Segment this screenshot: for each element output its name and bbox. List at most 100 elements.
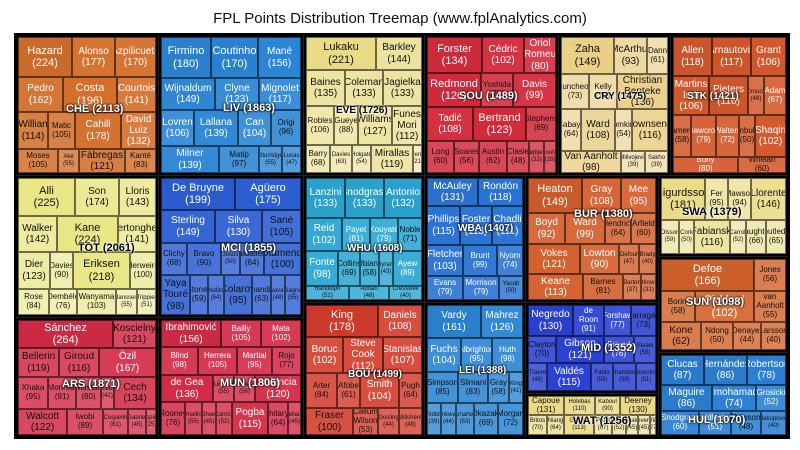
player-name: Lucas: [283, 152, 300, 159]
player-name: Gray: [489, 377, 508, 387]
player-points: (59): [191, 294, 207, 303]
player-points: (44): [443, 419, 454, 425]
player-cell: Foster (113): [460, 206, 492, 245]
player-cell: Iwobi (89): [67, 409, 103, 435]
player-points: (73): [636, 319, 651, 329]
player-name: Smith: [366, 379, 393, 391]
player-name: Imbula: [740, 126, 755, 136]
player-name: Mkhitaryan: [269, 408, 287, 418]
player-points: (132): [126, 136, 151, 148]
player-name: Shaqiri: [755, 124, 786, 136]
player-cell: Boruc (102): [306, 337, 343, 373]
player-points: (55): [287, 295, 299, 301]
player-cell: Byram(43): [379, 251, 393, 286]
player-points: (149): [542, 195, 568, 208]
player-points: (116): [717, 95, 740, 107]
player-points: (51): [640, 377, 652, 383]
player-points: (149): [176, 226, 200, 238]
player-name: Sakho: [647, 155, 665, 162]
player-points: (144): [387, 53, 411, 65]
player-name: Funes Mori: [393, 108, 421, 131]
player-points: (79): [437, 287, 453, 296]
player-name: Baines: [310, 76, 341, 88]
player-points: (74): [725, 398, 743, 409]
player-cell: Carroll (52): [730, 220, 746, 254]
player-cell: Walters(72): [716, 115, 739, 157]
player-name: Boufal: [545, 150, 555, 157]
team-block-mci: De Bruyne (199) Agüero (175) Sterling (149) Si…: [159, 176, 303, 317]
player-cell: Pickford (102): [695, 291, 754, 322]
player-points: (99): [472, 259, 488, 269]
player-cell: Pedro (162): [18, 77, 63, 112]
player-name: Chambers: [614, 370, 636, 377]
player-name: Phillips: [427, 214, 460, 226]
player-cell: Son (174): [75, 178, 119, 216]
player-cell: Lingard (55): [213, 375, 234, 402]
player-cell: Funes Mori (112): [392, 106, 422, 145]
player-cell: Obiang(58): [360, 251, 379, 286]
player-name: Larsson: [762, 326, 785, 336]
player-cell: Huddlestone(51): [699, 411, 731, 435]
player-name: Mahrez: [485, 310, 519, 322]
player-points: (79): [696, 135, 711, 144]
player-name: Cédric: [488, 43, 518, 55]
player-name: Ndidi: [427, 412, 441, 419]
player-cell: David Luiz (132): [121, 112, 156, 149]
player-cell: Cédric (102): [482, 37, 524, 73]
player-points: (167): [115, 362, 140, 374]
player-points: (59): [619, 377, 630, 383]
player-cell: Mignolet (117): [259, 78, 301, 110]
player-name: Jagielka: [384, 76, 421, 88]
player-cell: Williams (127): [358, 106, 392, 145]
player-points: (58): [674, 135, 690, 144]
player-name: Trippier: [137, 295, 156, 302]
player-points: (95): [229, 295, 247, 306]
player-points: (121): [542, 259, 566, 270]
player-name: Gibson: [564, 338, 596, 350]
player-name: Gabriel: [128, 415, 146, 422]
player-points: (218): [88, 270, 115, 283]
player-name: Hernández: [705, 358, 746, 370]
player-cell: Boufal(28): [544, 141, 556, 173]
player-name: Vertonghen: [118, 222, 155, 234]
player-points: (47): [623, 259, 635, 265]
player-name: Negredo: [531, 309, 570, 321]
player-name: Kouyaté: [370, 224, 398, 234]
player-cell: Morgan (72): [498, 403, 523, 435]
player-points: (116): [700, 237, 724, 248]
player-name: Crouch: [749, 88, 763, 95]
player-cell: Cameron(58): [673, 115, 691, 157]
player-points: (64): [244, 258, 260, 267]
player-name: Mirallas: [374, 147, 410, 159]
player-name: Bertrand: [478, 111, 521, 124]
player-name: Randolph: [314, 286, 341, 293]
player-name: Davis: [521, 78, 547, 90]
player-cell: Aké (55): [58, 149, 79, 173]
player-cell: Snodgrass(133): [345, 178, 384, 218]
player-cell: Deeney (130): [620, 396, 656, 415]
player-name: Iwobi: [75, 412, 95, 422]
player-points: (102): [758, 136, 783, 147]
player-name: Forshaw: [605, 310, 631, 320]
player-cell: Gueye (88): [334, 106, 358, 145]
player-name: Janssen: [116, 295, 137, 302]
player-cell: Randolph (52): [306, 286, 349, 300]
player-cell: Oriol Romeu (80): [524, 37, 556, 73]
player-cell: Amartey(53): [456, 403, 474, 435]
player-points: (95): [709, 198, 724, 207]
player-points: (117): [268, 94, 292, 105]
player-name: Herrera: [203, 351, 232, 361]
player-points: (98): [166, 300, 185, 312]
player-points: (141): [125, 234, 149, 245]
player-cell: Jagielka (133): [383, 70, 422, 106]
player-points: (98): [172, 360, 187, 369]
player-points: (225): [33, 197, 60, 209]
player-points: (53): [358, 424, 373, 434]
player-points: (133): [352, 198, 377, 209]
player-points: (73): [567, 90, 583, 100]
player-name: Tarkowski: [641, 280, 655, 287]
player-name: Coleman: [345, 76, 383, 88]
player-name: Mustafi: [76, 383, 101, 393]
player-points: (79): [376, 233, 392, 243]
player-name: Whelan: [748, 157, 776, 165]
